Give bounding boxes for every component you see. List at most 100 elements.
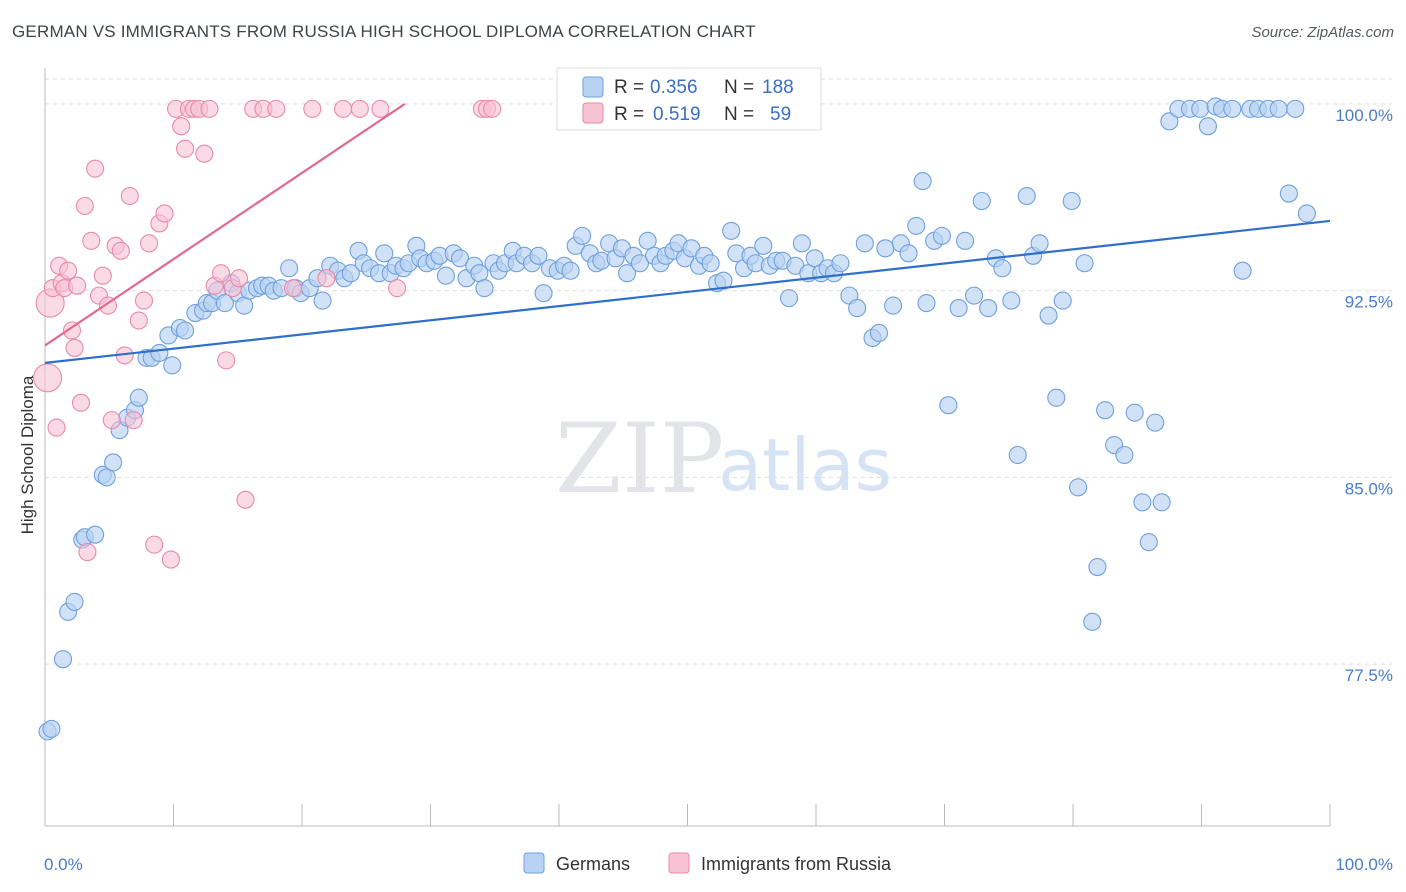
point-russia-54 xyxy=(371,99,390,118)
point-germans-9 xyxy=(97,468,116,487)
legend-r-label-1: R = xyxy=(614,77,644,98)
point-germans-179 xyxy=(1279,184,1298,203)
trend-lines xyxy=(44,102,1331,364)
point-russia-7 xyxy=(59,261,78,280)
legend-n-value-russia: 59 xyxy=(770,104,791,125)
point-russia-44 xyxy=(229,269,249,288)
bottom-legend-swatch-germans xyxy=(523,852,545,874)
point-germans-131 xyxy=(899,244,918,263)
legend-r-value-germans: 0.356 xyxy=(650,77,698,98)
point-russia-24 xyxy=(124,411,143,430)
point-germans-140 xyxy=(965,286,984,305)
point-germans-163 xyxy=(1139,533,1158,552)
point-germans-1 xyxy=(42,719,61,738)
point-germans-158 xyxy=(1096,401,1115,420)
point-germans-37 xyxy=(280,259,299,278)
point-germans-136 xyxy=(932,226,951,245)
point-germans-67 xyxy=(475,279,494,298)
point-germans-169 xyxy=(1191,99,1210,118)
point-germans-165 xyxy=(1152,493,1171,512)
point-germans-134 xyxy=(917,294,936,313)
point-russia-10 xyxy=(68,276,87,295)
point-germans-75 xyxy=(529,246,548,265)
point-germans-155 xyxy=(1075,254,1094,273)
point-germans-19 xyxy=(163,356,182,375)
point-germans-89 xyxy=(618,264,637,283)
point-germans-150 xyxy=(1039,306,1058,325)
source-label: Source: ZipAtlas.com xyxy=(1251,24,1394,41)
bottom-legend: Germans Immigrants from Russia xyxy=(523,852,892,874)
series-immigrants-russia xyxy=(33,99,502,569)
point-germans-173 xyxy=(1223,99,1242,118)
point-germans-160 xyxy=(1115,445,1134,465)
point-germans-170 xyxy=(1198,117,1217,136)
point-germans-166 xyxy=(1160,112,1179,131)
legend-n-label-1: N = xyxy=(724,77,754,98)
point-russia-30 xyxy=(155,204,174,223)
watermark-zip: ZIP xyxy=(555,403,724,515)
point-germans-161 xyxy=(1125,403,1144,422)
point-germans-2 xyxy=(53,650,73,669)
point-germans-7 xyxy=(86,525,105,544)
point-germans-142 xyxy=(979,299,998,318)
point-germans-127 xyxy=(869,323,889,343)
point-germans-156 xyxy=(1083,612,1102,631)
point-russia-38 xyxy=(195,144,214,163)
point-russia-49 xyxy=(283,279,303,298)
point-germans-105 xyxy=(722,221,741,240)
point-russia-0 xyxy=(33,363,63,393)
legend-n-label-2: N = xyxy=(724,104,754,125)
point-germans-76 xyxy=(534,284,553,303)
point-germans-157 xyxy=(1088,557,1107,577)
point-russia-53 xyxy=(350,99,369,118)
point-germans-141 xyxy=(972,191,991,211)
point-germans-174 xyxy=(1233,261,1252,280)
point-russia-19 xyxy=(102,411,121,430)
watermark: ZIP atlas xyxy=(555,403,892,515)
point-germans-91 xyxy=(630,254,650,273)
point-germans-10 xyxy=(104,453,123,472)
point-russia-50 xyxy=(303,99,322,118)
y-axis-label: High School Diploma xyxy=(18,375,37,534)
y-tick-label-0: 77.5% xyxy=(1345,666,1393,685)
point-russia-58 xyxy=(483,99,502,118)
point-germans-164 xyxy=(1146,413,1165,432)
point-germans-137 xyxy=(939,396,958,415)
point-russia-41 xyxy=(211,264,231,283)
point-germans-133 xyxy=(913,172,932,191)
point-russia-3 xyxy=(47,418,66,437)
point-germans-145 xyxy=(1002,291,1021,310)
point-germans-128 xyxy=(876,239,895,258)
point-germans-180 xyxy=(1286,99,1305,118)
y-tick-label-3: 100.0% xyxy=(1335,106,1393,125)
bottom-legend-russia: Immigrants from Russia xyxy=(701,854,892,874)
point-russia-45 xyxy=(236,490,255,509)
point-germans-154 xyxy=(1069,478,1088,497)
point-russia-13 xyxy=(78,543,97,562)
x-tick-label-1: 100.0% xyxy=(1335,855,1393,874)
point-germans-181 xyxy=(1297,204,1316,223)
point-russia-8 xyxy=(62,321,82,340)
y-tick-label-2: 92.5% xyxy=(1345,293,1393,312)
point-germans-153 xyxy=(1062,191,1081,211)
point-russia-48 xyxy=(267,99,286,118)
legend-swatch-russia xyxy=(582,102,604,124)
point-germans-146 xyxy=(1008,445,1027,465)
point-germans-4 xyxy=(65,592,84,611)
chart-title: GERMAN VS IMMIGRANTS FROM RUSSIA HIGH SC… xyxy=(12,22,756,41)
point-russia-21 xyxy=(111,241,130,260)
point-germans-46 xyxy=(341,264,360,283)
point-germans-80 xyxy=(561,261,580,280)
point-russia-33 xyxy=(172,117,191,136)
bottom-legend-germans: Germans xyxy=(556,854,630,874)
point-germans-149 xyxy=(1030,234,1049,253)
legend-swatch-germans xyxy=(582,76,604,98)
point-russia-27 xyxy=(140,234,159,253)
point-russia-11 xyxy=(71,393,91,412)
point-russia-34 xyxy=(176,139,195,158)
point-germans-63 xyxy=(451,249,470,268)
point-germans-110 xyxy=(754,236,773,255)
point-germans-116 xyxy=(792,234,811,253)
point-germans-14 xyxy=(129,388,148,407)
trend-line-russia xyxy=(44,102,406,347)
